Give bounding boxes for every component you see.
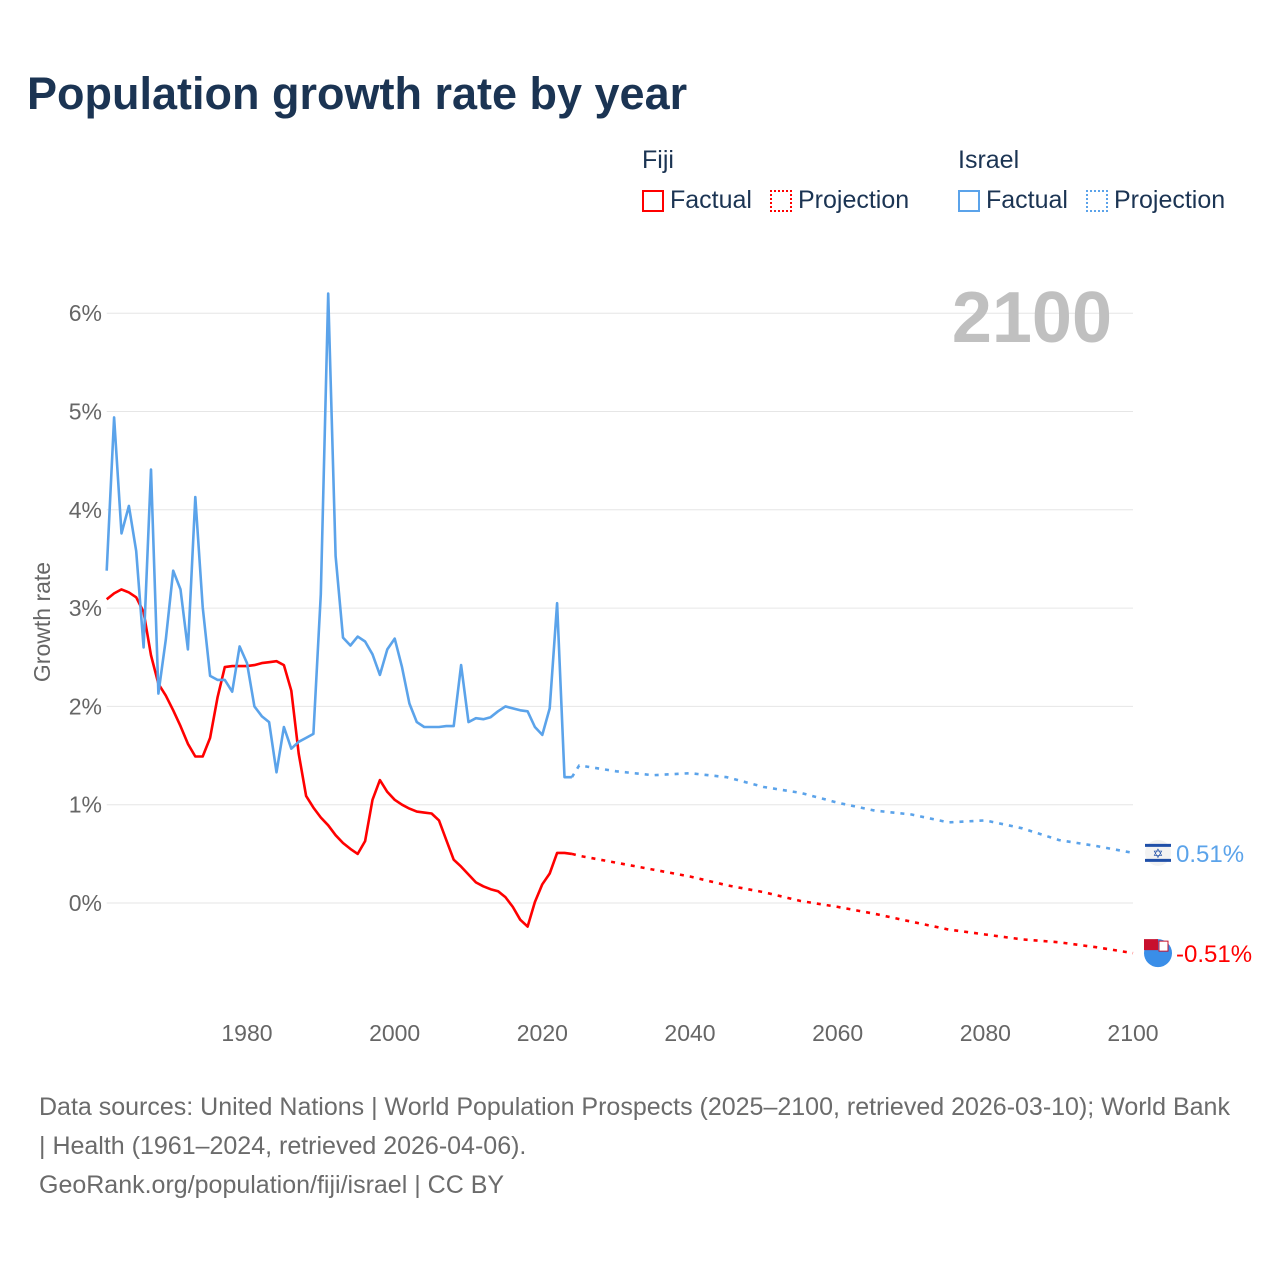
flag-stripe [1145,843,1171,847]
y-tick-label: 4% [69,497,102,523]
y-tick-label: 3% [69,595,102,621]
x-tick-label: 2100 [1107,1020,1158,1046]
legend-group-name: Israel [958,146,1020,174]
chart-title: Population growth rate by year [27,68,688,119]
end-value-label: -0.51% [1176,941,1252,968]
year-indicator: 2100 [952,278,1112,358]
israel-factual-line [105,292,572,779]
dotted-swatch-icon [769,189,792,212]
star-of-david-icon: ✡ [1153,846,1164,861]
y-tick-label: 2% [69,693,102,719]
legend-israel: Israel Factual Projection [958,146,1225,215]
legend-fiji-factual[interactable]: Factual [642,186,752,215]
x-tick-label: 1980 [221,1020,272,1046]
x-tick-label: 2000 [369,1020,420,1046]
fiji-factual-line [105,588,573,928]
israel-projection-line [570,764,1134,855]
y-axis-label: Growth rate [29,562,55,682]
flag-stripe [1145,858,1171,862]
fiji-shield [1158,940,1169,952]
y-tick-label: 6% [69,300,102,326]
end-value-label: 0.51% [1176,841,1244,868]
footer: Data sources: United Nations | World Pop… [39,1088,1239,1205]
israel-flag-icon: ✡ [1145,839,1171,866]
data-sources: Data sources: United Nations | World Pop… [39,1093,1230,1160]
legend-israel-projection[interactable]: Projection [1085,186,1226,215]
y-tick-label: 0% [69,890,102,916]
y-tick-label: 1% [69,792,102,818]
x-tick-label: 2020 [517,1020,568,1046]
legend-fiji-projection[interactable]: Projection [769,186,910,215]
fiji-flag-icon [1144,939,1172,968]
legend-label: Projection [797,186,910,214]
legend-label: Projection [1113,186,1226,214]
dotted-swatch-icon [1085,189,1108,212]
credit-link[interactable]: GeoRank.org/population/fiji/israel | CC … [39,1171,505,1199]
solid-swatch-icon [958,189,980,212]
x-tick-label: 2080 [960,1020,1011,1046]
legend-group-name: Fiji [642,146,674,174]
fiji-projection-line [571,852,1134,955]
union-jack [1144,939,1158,951]
line-chart: 0% 1% 2% 3% 4% 5% 6% 1980 2000 2020 2040 2060 2080 21… [29,278,1252,1046]
solid-swatch-icon [642,189,664,212]
legend-label: Factual [670,186,752,214]
legend-label: Factual [986,186,1068,214]
legend-fiji: Fiji Factual Projection [642,146,909,215]
legend-israel-factual[interactable]: Factual [958,186,1068,215]
y-tick-label: 5% [69,399,102,425]
x-tick-label: 2040 [664,1020,715,1046]
x-tick-label: 2060 [812,1020,863,1046]
